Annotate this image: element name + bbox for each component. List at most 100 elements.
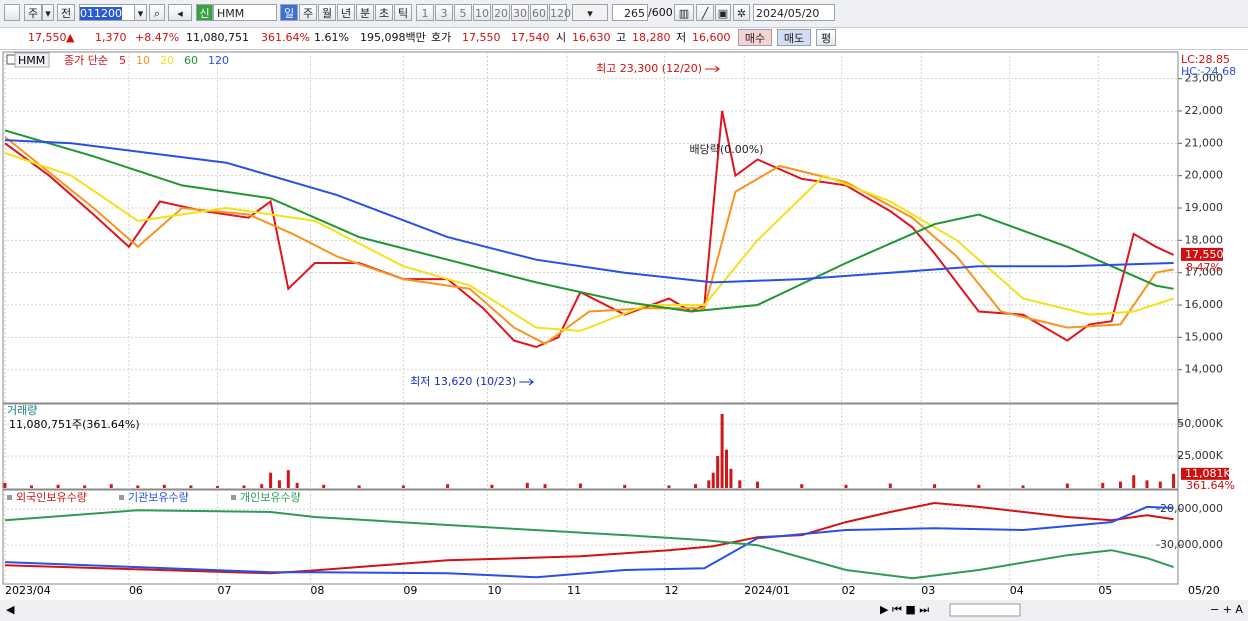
tool-icon[interactable]: ▥ xyxy=(674,4,694,21)
panel-title: 거래량 xyxy=(7,404,37,417)
y-tick-label: 18,000 xyxy=(1185,233,1224,246)
low: 16,600 xyxy=(692,31,731,44)
dropdown[interactable]: ▾ xyxy=(572,4,608,21)
prev-button[interactable]: 전 xyxy=(57,4,75,21)
price-panel xyxy=(2,51,1179,404)
search[interactable]: ⌕ xyxy=(149,4,165,21)
period-button[interactable]: 주 xyxy=(299,4,317,21)
volume-bar xyxy=(1145,480,1149,488)
code-input[interactable]: 011200 xyxy=(79,4,147,21)
volume-bar xyxy=(277,480,281,488)
series-line xyxy=(4,505,1174,579)
volume-bar xyxy=(1118,481,1122,488)
volume-bar xyxy=(3,482,7,488)
zoom-controls[interactable]: − + A xyxy=(1210,603,1243,616)
buy-button[interactable]: 매수 xyxy=(738,29,772,46)
last-box xyxy=(1181,467,1229,480)
name-input[interactable]: HMM xyxy=(213,4,277,21)
holdings-panel xyxy=(2,489,1179,585)
y-tick-label: 25,000K xyxy=(1177,449,1223,462)
interval-button[interactable]: 5 xyxy=(454,4,472,21)
interval-button[interactable]: 10 xyxy=(473,4,491,21)
count-input[interactable]: 265 xyxy=(612,4,648,21)
volume-bar xyxy=(729,468,733,488)
date-input[interactable]: 2024/05/20 xyxy=(753,4,835,21)
volume-bar xyxy=(215,486,219,488)
tool-icon[interactable]: ╱ xyxy=(696,4,714,21)
volume-bar xyxy=(56,484,60,488)
new-button[interactable]: 신 xyxy=(196,4,213,21)
legend-entry: 5 xyxy=(119,54,126,67)
scroll-controls[interactable]: ▶ ⏮ ■ ⏭ xyxy=(880,603,929,616)
dropdown[interactable]: ▾ xyxy=(134,4,147,21)
x-tick-label: 12 xyxy=(665,584,679,597)
x-tick-label: 04 xyxy=(1010,584,1024,597)
y-tick-label: 21,000 xyxy=(1185,136,1224,149)
volume-bar xyxy=(578,483,582,488)
period-button[interactable]: 월 xyxy=(318,4,336,21)
legend-icon xyxy=(231,495,236,500)
amount: 195,098백만 xyxy=(360,31,426,44)
y-tick-label: 17,000 xyxy=(1185,266,1224,279)
quote-bar: 17,550 ▲ 1,370 +8.47% 11,080,751 361.64%… xyxy=(0,28,1248,50)
volume-bar xyxy=(888,483,892,488)
avg-button[interactable]: 평 xyxy=(816,29,836,46)
volume-bar xyxy=(707,480,711,488)
volume-bar xyxy=(1132,475,1136,488)
volume-bar xyxy=(322,484,326,488)
interval-button[interactable]: 1 xyxy=(416,4,434,21)
low-label: 저 xyxy=(676,31,687,44)
open-label: 시 xyxy=(556,31,567,44)
last-volume: 11,081K xyxy=(1185,467,1231,480)
legend-entry: 20 xyxy=(160,54,174,67)
legend-entry: 60 xyxy=(184,54,198,67)
y-tick-label: 19,000 xyxy=(1185,201,1224,214)
period-button[interactable]: 초 xyxy=(375,4,393,21)
zoom-slider[interactable] xyxy=(949,603,1021,617)
volume-bar xyxy=(800,484,804,488)
volume-bar xyxy=(720,413,724,488)
settings-icon[interactable]: ✲ xyxy=(733,4,750,21)
open: 16,630 xyxy=(572,31,611,44)
interval-button[interactable]: 60 xyxy=(530,4,548,21)
period-button[interactable]: 틱 xyxy=(394,4,412,21)
volume-bar xyxy=(30,485,34,488)
x-tick-label: 05 xyxy=(1098,584,1112,597)
volume-bar xyxy=(933,484,937,488)
y-tick-label: -30,000,000 xyxy=(1156,538,1223,551)
period-button[interactable]: 일 xyxy=(280,4,298,21)
stock-type[interactable]: 주 xyxy=(24,4,42,21)
code: 011200 xyxy=(80,7,122,20)
interval-button[interactable]: 20 xyxy=(492,4,510,21)
sound[interactable]: ◂ xyxy=(168,4,192,21)
volume-panel xyxy=(2,403,1179,490)
volume: 11,080,751 xyxy=(186,31,249,44)
scroll-left[interactable]: ◀ xyxy=(6,603,15,616)
hc-label: HC:-24.68 xyxy=(1181,65,1236,78)
interval-button[interactable]: 120 xyxy=(549,4,571,21)
high: 18,280 xyxy=(632,31,671,44)
menu-icon[interactable] xyxy=(4,4,20,21)
panel-subtitle: 11,080,751주(361.64%) xyxy=(9,418,140,431)
x-tick-label: 02 xyxy=(842,584,856,597)
interval-button[interactable]: 30 xyxy=(511,4,529,21)
volume-bar xyxy=(357,485,361,488)
series-line xyxy=(4,509,1174,580)
y-tick-label: 14,000 xyxy=(1185,363,1224,376)
series-line xyxy=(4,129,1174,313)
volume-bar xyxy=(977,484,981,488)
sell-button[interactable]: 매도 xyxy=(777,29,811,46)
interval-button[interactable]: 3 xyxy=(435,4,453,21)
period-button[interactable]: 년 xyxy=(337,4,355,21)
save-icon[interactable]: ▣ xyxy=(715,4,731,21)
volume-bar xyxy=(1021,485,1025,488)
y-tick-label: 16,000 xyxy=(1185,298,1224,311)
y-tick-label: 23,000 xyxy=(1185,72,1224,85)
dropdown[interactable]: ▾ xyxy=(42,4,54,21)
y-tick-label: -20,000,000 xyxy=(1156,502,1223,515)
volume-bar xyxy=(83,485,87,488)
rate: +8.47% xyxy=(135,31,180,44)
last-change: 8.47% xyxy=(1186,261,1221,274)
period-button[interactable]: 분 xyxy=(356,4,374,21)
